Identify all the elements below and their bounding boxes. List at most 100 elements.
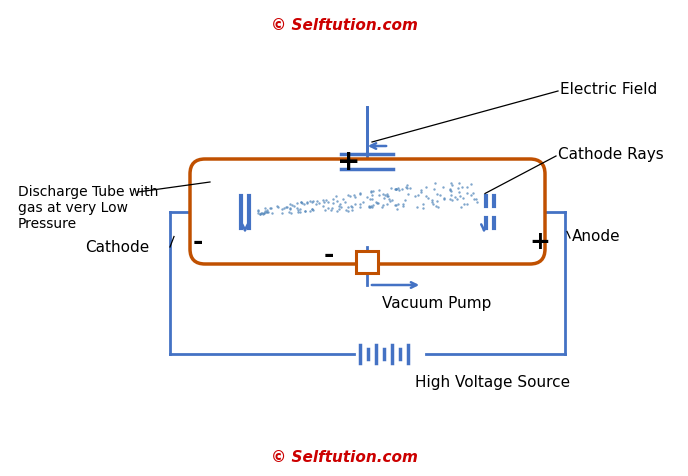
Point	[382, 191, 393, 198]
Point	[378, 195, 389, 202]
Point	[416, 189, 427, 197]
Point	[391, 186, 402, 193]
Point	[470, 196, 481, 203]
Point	[258, 210, 269, 218]
Point	[444, 196, 455, 203]
Point	[455, 204, 466, 211]
Point	[299, 208, 310, 216]
Point	[296, 198, 307, 206]
Point	[428, 201, 439, 208]
Point	[401, 184, 412, 192]
Point	[372, 199, 383, 207]
Point	[306, 206, 317, 213]
Point	[453, 185, 464, 192]
Point	[252, 207, 264, 214]
Point	[380, 191, 391, 199]
Text: Discharge Tube with
gas at very Low
Pressure: Discharge Tube with gas at very Low Pres…	[18, 185, 158, 231]
Text: Cathode Rays: Cathode Rays	[558, 147, 664, 162]
Point	[390, 186, 401, 194]
Point	[445, 179, 456, 187]
Point	[308, 198, 319, 205]
Point	[462, 184, 473, 191]
Point	[256, 209, 267, 217]
Text: High Voltage Source: High Voltage Source	[415, 375, 570, 390]
Point	[330, 193, 341, 200]
Point	[294, 208, 305, 216]
Point	[392, 200, 403, 208]
Point	[389, 202, 400, 209]
Point	[292, 205, 303, 212]
Point	[334, 206, 345, 213]
Point	[454, 192, 465, 200]
Point	[367, 202, 378, 210]
Point	[281, 204, 292, 212]
Point	[318, 203, 329, 210]
Point	[382, 200, 393, 208]
Point	[438, 196, 449, 204]
Point	[306, 206, 317, 214]
Point	[285, 205, 296, 212]
Point	[366, 204, 377, 211]
Point	[450, 193, 461, 201]
Point	[252, 208, 264, 215]
Point	[273, 204, 284, 212]
Point	[335, 204, 346, 212]
Point	[294, 206, 305, 214]
Point	[304, 208, 315, 216]
Point	[454, 180, 465, 188]
Point	[392, 206, 403, 213]
Point	[418, 205, 429, 213]
Point	[299, 201, 310, 208]
Point	[400, 197, 411, 204]
Text: Anode: Anode	[572, 229, 621, 244]
Point	[311, 201, 322, 208]
Point	[333, 203, 344, 210]
Point	[347, 206, 358, 214]
Point	[332, 198, 343, 206]
Point	[431, 202, 442, 210]
Point	[382, 193, 393, 200]
Point	[451, 196, 462, 203]
Point	[431, 198, 442, 206]
Point	[252, 210, 264, 218]
Point	[459, 201, 470, 209]
Point	[397, 186, 408, 194]
Point	[367, 188, 378, 196]
Point	[277, 206, 288, 214]
Point	[263, 208, 274, 216]
Point	[370, 198, 381, 206]
Point	[334, 200, 345, 208]
Point	[461, 190, 472, 198]
Point	[350, 201, 361, 208]
Point	[287, 201, 298, 209]
Point	[468, 189, 479, 197]
Point	[454, 189, 465, 197]
Point	[319, 207, 330, 215]
Text: Cathode: Cathode	[85, 240, 149, 255]
FancyBboxPatch shape	[190, 159, 545, 265]
Point	[304, 198, 315, 205]
Bar	[356, 251, 378, 273]
Point	[262, 207, 273, 215]
Point	[293, 207, 304, 214]
Point	[285, 206, 296, 213]
Point	[471, 198, 482, 206]
Point	[341, 207, 352, 214]
Point	[357, 198, 368, 206]
Point	[365, 188, 376, 196]
Point	[361, 194, 372, 201]
Point	[416, 187, 427, 195]
Point	[319, 199, 330, 207]
Point	[323, 205, 334, 212]
Point	[418, 201, 429, 208]
Point	[405, 185, 416, 192]
Point	[427, 197, 438, 204]
Point	[371, 200, 382, 208]
Point	[343, 208, 354, 215]
Point	[346, 203, 357, 210]
Point	[363, 203, 374, 211]
Point	[301, 199, 312, 207]
Point	[445, 192, 456, 199]
Text: +: +	[530, 230, 550, 254]
Point	[265, 205, 276, 212]
